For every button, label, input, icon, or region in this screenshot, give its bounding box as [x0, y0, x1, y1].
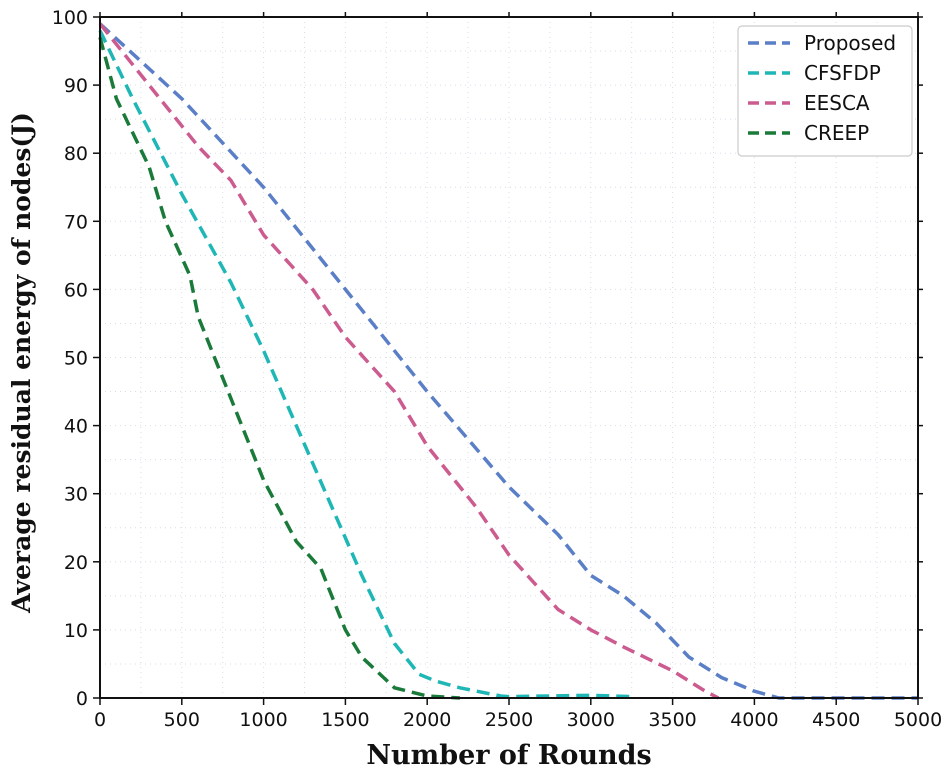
y-tick-label: 20	[64, 552, 88, 574]
legend-box	[737, 25, 913, 157]
x-tick-label: 5000	[894, 709, 942, 731]
y-tick-label: 80	[64, 143, 88, 165]
legend-label: CFSFDP	[804, 61, 881, 85]
x-tick-label: 500	[164, 709, 200, 731]
x-tick-label: 4000	[730, 709, 778, 731]
y-axis-title: Average residual energy of nodes(J)	[7, 112, 36, 614]
x-tick-label: 3000	[567, 709, 615, 731]
y-tick-label: 90	[64, 75, 88, 97]
legend-label: Proposed	[804, 31, 896, 55]
x-axis-title: Number of Rounds	[366, 740, 651, 769]
x-tick-label: 2000	[403, 709, 451, 731]
y-tick-label: 10	[64, 620, 88, 642]
x-tick-label: 0	[94, 709, 106, 731]
legend-label: CREEP	[804, 121, 869, 145]
x-tick-label: 1500	[321, 709, 369, 731]
series-line-eesca	[98, 22, 720, 700]
grid	[99, 16, 919, 699]
y-tick-label: 30	[64, 484, 88, 506]
y-tick-label: 100	[52, 7, 88, 29]
series-lines	[98, 22, 918, 700]
series-line-cfsfdp	[98, 29, 632, 699]
x-tick-label: 2500	[485, 709, 533, 731]
y-tick-label: 0	[76, 688, 88, 710]
y-tick-label: 60	[64, 279, 88, 301]
y-tick-label: 70	[64, 211, 88, 233]
series-line-creep	[98, 36, 461, 700]
y-tick-label: 50	[64, 348, 88, 370]
y-tick-label: 40	[64, 416, 88, 438]
legend: Proposed CFSFDP EESCA CREEP	[737, 25, 913, 157]
x-tick-label: 1000	[239, 709, 287, 731]
x-tick-label: 3500	[648, 709, 696, 731]
legend-label: EESCA	[804, 91, 870, 115]
axis-ticks: 0 500 1000 1500 2000 2500 3000 3500 4000 4500 5000…	[52, 7, 942, 731]
x-tick-label: 4500	[812, 709, 860, 731]
